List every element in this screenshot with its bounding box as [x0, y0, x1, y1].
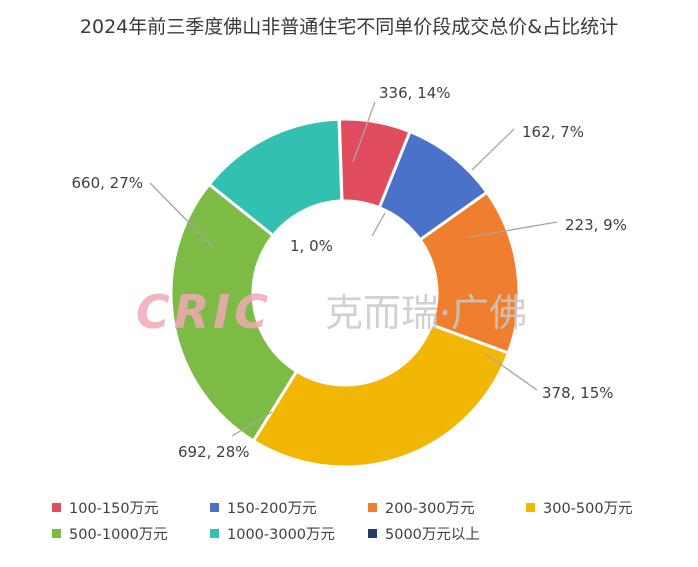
- data-label: 336, 14%: [379, 84, 451, 102]
- leader-line: [352, 101, 376, 163]
- slice-1000-3000万元: [207, 117, 344, 238]
- data-label: 692, 28%: [178, 443, 250, 461]
- slices: [169, 117, 521, 469]
- watermark: CRIC 克而瑞·广佛: [136, 285, 527, 339]
- legend-item: 100-150万元: [52, 497, 210, 518]
- leader-line: [471, 128, 515, 171]
- slice-300-500万元: [251, 322, 511, 469]
- watermark-text: 克而瑞·广佛: [325, 291, 527, 335]
- legend-label: 300-500万元: [543, 500, 633, 517]
- legend-label: 500-1000万元: [69, 526, 168, 543]
- data-labels: 162, 7% 223, 9% 378, 15% 692, 28% 660, 27% 33…: [71, 84, 626, 461]
- watermark-logo: CRIC: [136, 285, 272, 339]
- legend-item: 300-500万元: [526, 497, 686, 518]
- doughnut-chart: CRIC 克而瑞·广佛 162, 7% 223, 9% 378, 15% 692, 28%…: [71, 84, 627, 469]
- legend-swatch: [210, 528, 219, 538]
- legend-swatch: [526, 502, 535, 512]
- chart-legend: 100-150万元 150-200万元 200-300万元 300-500万元 500…: [52, 494, 692, 546]
- legend-swatch: [210, 502, 219, 512]
- legend-label: 200-300万元: [385, 500, 475, 517]
- legend-item: 5000万元以上: [368, 523, 528, 544]
- data-label: 223, 9%: [565, 216, 627, 234]
- legend-label: 150-200万元: [227, 500, 317, 517]
- data-label: 1, 0%: [290, 237, 333, 255]
- data-label: 162, 7%: [522, 123, 584, 141]
- legend-label: 100-150万元: [69, 500, 159, 517]
- leader-line: [149, 182, 215, 249]
- data-label: 660, 27%: [71, 174, 143, 192]
- legend-swatch: [368, 528, 377, 538]
- leader-line: [371, 212, 386, 237]
- legend-swatch: [52, 528, 61, 538]
- legend-item: 1000-3000万元: [210, 523, 368, 544]
- leader-line: [469, 221, 558, 238]
- chart-title: 2024年前三季度佛山非普通住宅不同单价段成交总价&占比统计: [79, 16, 619, 38]
- legend-label: 1000-3000万元: [227, 526, 336, 543]
- leader-line: [485, 353, 538, 391]
- legend-item: 200-300万元: [368, 497, 526, 518]
- legend-item: 150-200万元: [210, 497, 368, 518]
- leader-line: [231, 411, 273, 437]
- legend-item: 500-1000万元: [52, 523, 210, 544]
- legend-swatch: [52, 502, 61, 512]
- legend-label: 5000万元以上: [385, 526, 480, 543]
- slice-500-1000万元: [169, 182, 299, 443]
- legend-swatch: [368, 502, 377, 512]
- data-label: 378, 15%: [542, 384, 614, 402]
